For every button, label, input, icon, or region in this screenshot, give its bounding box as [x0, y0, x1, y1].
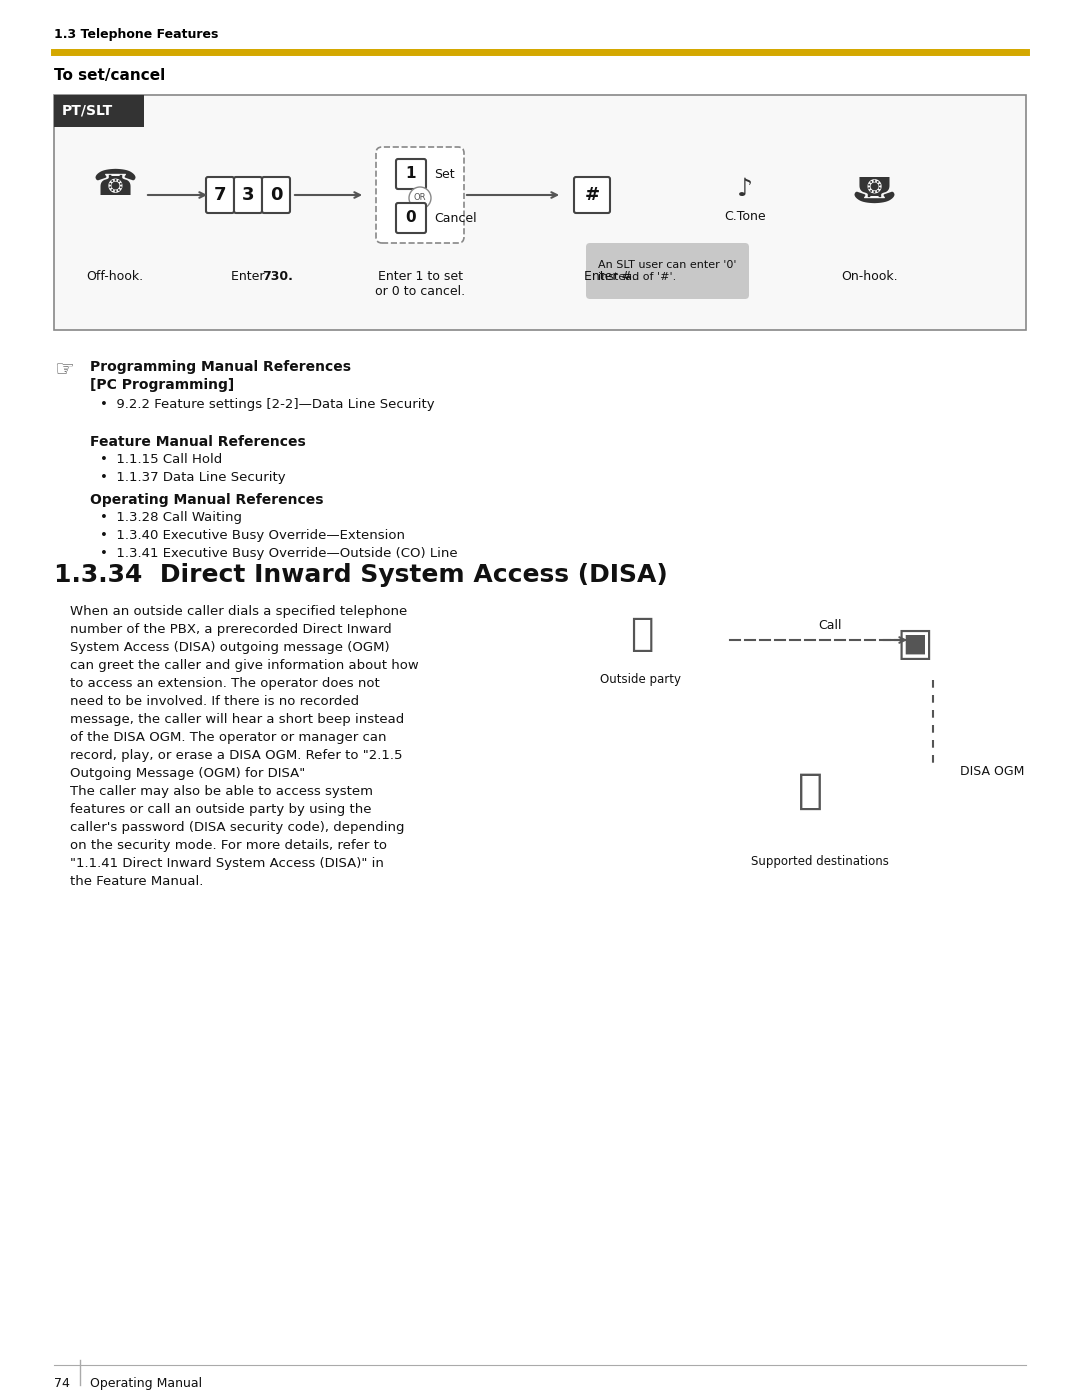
Text: Operating Manual References: Operating Manual References	[90, 493, 324, 507]
Text: •  9.2.2 Feature settings [2-2]—Data Line Security: • 9.2.2 Feature settings [2-2]—Data Line…	[100, 398, 434, 411]
Text: 1: 1	[406, 166, 416, 182]
Text: To set/cancel: To set/cancel	[54, 68, 165, 82]
Text: •  1.3.40 Executive Busy Override—Extension: • 1.3.40 Executive Busy Override—Extensi…	[100, 529, 405, 542]
Circle shape	[409, 187, 431, 210]
Text: •  1.3.41 Executive Busy Override—Outside (CO) Line: • 1.3.41 Executive Busy Override—Outside…	[100, 548, 458, 560]
Text: 0: 0	[406, 211, 416, 225]
Text: Call: Call	[819, 619, 841, 631]
Text: DISA OGM: DISA OGM	[960, 766, 1024, 778]
FancyBboxPatch shape	[396, 203, 426, 233]
FancyBboxPatch shape	[206, 177, 234, 212]
Text: Feature Manual References: Feature Manual References	[90, 434, 306, 448]
Text: 74: 74	[54, 1377, 70, 1390]
Text: ☞: ☞	[54, 360, 75, 380]
Text: 🖷: 🖷	[630, 615, 653, 652]
Text: On-hook.: On-hook.	[841, 270, 899, 284]
Text: •  1.1.15 Call Hold: • 1.1.15 Call Hold	[100, 453, 222, 467]
Text: 7: 7	[214, 186, 226, 204]
Text: Set: Set	[434, 168, 455, 180]
FancyBboxPatch shape	[573, 177, 610, 212]
Text: Enter 1 to set
or 0 to cancel.: Enter 1 to set or 0 to cancel.	[375, 270, 465, 298]
Text: ☎: ☎	[93, 168, 137, 203]
Text: OR: OR	[414, 194, 427, 203]
Text: 1.3.34  Direct Inward System Access (DISA): 1.3.34 Direct Inward System Access (DISA…	[54, 563, 667, 587]
Text: An SLT user can enter '0'
instead of '#'.: An SLT user can enter '0' instead of '#'…	[598, 260, 737, 282]
Text: Enter #.: Enter #.	[584, 270, 636, 284]
Text: Programming Manual References: Programming Manual References	[90, 360, 351, 374]
Text: 🖥: 🖥	[797, 770, 823, 812]
FancyBboxPatch shape	[234, 177, 262, 212]
Text: Enter: Enter	[231, 270, 269, 284]
Text: #: #	[584, 186, 599, 204]
Text: •  1.3.28 Call Waiting: • 1.3.28 Call Waiting	[100, 511, 242, 524]
Text: 730.: 730.	[262, 270, 293, 284]
Text: ♪: ♪	[737, 177, 753, 201]
FancyBboxPatch shape	[262, 177, 291, 212]
Text: Outside party: Outside party	[599, 673, 680, 686]
Text: When an outside caller dials a specified telephone
number of the PBX, a prerecor: When an outside caller dials a specified…	[70, 605, 419, 888]
Text: Operating Manual: Operating Manual	[90, 1377, 202, 1390]
Text: C.Tone: C.Tone	[725, 211, 766, 224]
Text: Off-hook.: Off-hook.	[86, 270, 144, 284]
FancyBboxPatch shape	[54, 95, 1026, 330]
Text: Supported destinations: Supported destinations	[751, 855, 889, 868]
Text: PT/SLT: PT/SLT	[62, 103, 113, 117]
Text: •  1.1.37 Data Line Security: • 1.1.37 Data Line Security	[100, 471, 285, 483]
Text: [PC Programming]: [PC Programming]	[90, 379, 234, 393]
Text: Cancel: Cancel	[434, 211, 476, 225]
Text: 3: 3	[242, 186, 254, 204]
Text: 1.3 Telephone Features: 1.3 Telephone Features	[54, 28, 218, 41]
FancyBboxPatch shape	[586, 243, 750, 299]
FancyBboxPatch shape	[396, 159, 426, 189]
Text: ☎: ☎	[848, 168, 892, 203]
Text: 0: 0	[270, 186, 282, 204]
FancyBboxPatch shape	[54, 95, 144, 127]
FancyBboxPatch shape	[376, 147, 464, 243]
Text: ▣: ▣	[896, 624, 933, 664]
